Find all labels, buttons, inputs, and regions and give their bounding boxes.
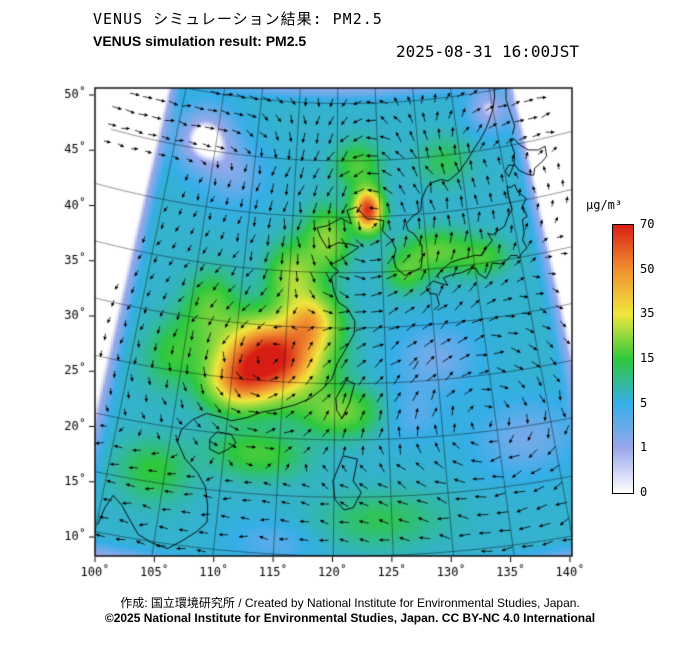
colorbar-tick-label: 35 xyxy=(640,306,655,321)
map-canvas xyxy=(40,80,605,585)
colorbar-tick-label: 0 xyxy=(640,485,648,499)
copyright-line: ©2025 National Institute for Environment… xyxy=(104,611,596,625)
colorbar-tick-label: 5 xyxy=(640,395,648,410)
colorbar-tick-labels: 0 1 5 15 35 50 70 xyxy=(640,217,680,499)
colorbar-tick-label: 70 xyxy=(640,217,655,231)
valid-time-label: 2025-08-31 16:00JST xyxy=(396,42,580,61)
colorbar-units-label: µg/m³ xyxy=(586,198,623,212)
colorbar-tick-label: 50 xyxy=(640,261,655,276)
credit-line: 作成: 国立環境研究所 / Created by National Instit… xyxy=(120,596,580,610)
colorbar-gradient xyxy=(612,224,634,494)
colorbar-tick-label: 15 xyxy=(640,351,655,365)
colorbar-tick-label: 1 xyxy=(640,440,648,455)
page-title-english: VENUS simulation result: PM2.5 xyxy=(93,33,307,49)
page-title-japanese: VENUS シミュレーション結果: PM2.5 xyxy=(93,10,383,28)
